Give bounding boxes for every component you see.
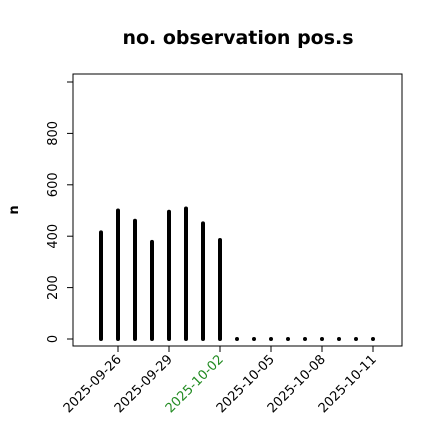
bar-zero-point [235,337,239,341]
bar-zero-point [354,337,358,341]
bar-zero-point [286,337,290,341]
y-tick-label: 600 [46,172,61,197]
bars [99,206,375,341]
y-tick-label: 200 [46,275,61,300]
bar-zero-point [303,337,307,341]
plot-frame [72,73,403,347]
bar-zero-point [252,337,256,341]
y-tick-label: 400 [46,224,61,249]
y-tick-label: 800 [46,121,61,146]
chart-title: no. observation pos.s [122,27,353,49]
y-axis-label: n [7,205,22,214]
y-tick-label: 0 [46,335,61,343]
bar-zero-point [269,337,273,341]
bar-zero-point [337,337,341,341]
bar-zero-point [371,337,375,341]
bar-zero-point [320,337,324,341]
x-axis: 2025-09-262025-09-292025-10-022025-10-05… [61,346,380,416]
y-axis: 0 200 400 600 800 [46,81,74,343]
